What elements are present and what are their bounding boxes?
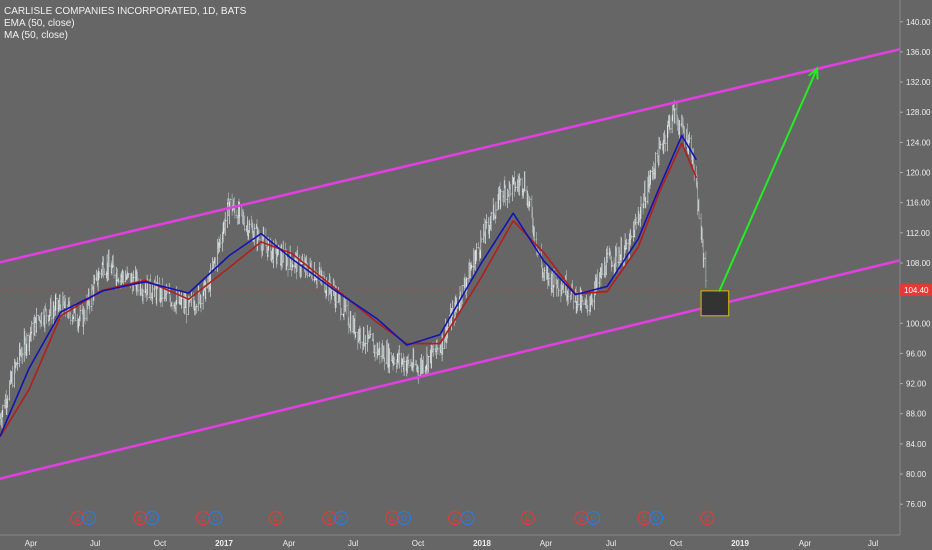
channel-lower-line	[0, 257, 908, 480]
dividend-marker-label: D	[401, 514, 407, 523]
x-axis[interactable]: Apr Jul Oct 2017 Apr Jul Oct 2018 Apr Jul Oct 2019 A…	[0, 534, 932, 550]
y-tick-label: 76.00	[906, 500, 927, 509]
earnings-marker-ring	[70, 510, 85, 526]
dividend-marker-ring	[334, 510, 349, 526]
y-tick-label: 108.00	[906, 259, 931, 268]
earnings-marker-ring	[385, 510, 400, 526]
dividend-marker-label: D	[338, 514, 344, 523]
x-tick-label: Oct	[670, 539, 683, 548]
x-tick-label: Oct	[154, 539, 167, 548]
x-tick-label: 2019	[731, 539, 749, 548]
earnings-marker-label: E	[75, 514, 80, 523]
dividend-marker-label: D	[590, 514, 596, 523]
earnings-marker-ring	[700, 510, 715, 526]
x-tick-label: Apr	[799, 539, 812, 548]
highlight-box	[700, 290, 730, 317]
ma-layer	[0, 142, 698, 438]
y-tick-label: 136.00	[906, 48, 931, 57]
dividend-marker-ring	[397, 510, 412, 526]
ema-legend-label[interactable]: EMA (50, close)	[4, 18, 75, 29]
earnings-marker-label: E	[200, 514, 205, 523]
earnings-marker-ring	[268, 510, 283, 526]
chart-legend: CARLISLE COMPANIES INCORPORATED, 1D, BAT…	[4, 6, 246, 42]
y-tick-label: 84.00	[906, 440, 927, 449]
x-tick-label: 2017	[215, 539, 233, 548]
earnings-marker-label: E	[390, 514, 395, 523]
ema-layer	[0, 134, 697, 437]
dividend-marker-label: D	[653, 514, 659, 523]
y-tick-label: 88.00	[906, 410, 927, 419]
dividend-marker-label: D	[465, 514, 471, 523]
earnings-marker-ring	[637, 510, 652, 526]
channel-upper-line	[0, 46, 908, 264]
dividend-marker-label: D	[213, 514, 219, 523]
y-axis[interactable]: 76.00 80.00 84.00 88.00 92.00 96.00 100.00 104.…	[899, 0, 932, 550]
y-tick-label: 140.00	[906, 18, 931, 27]
y-tick-label: 128.00	[906, 108, 931, 117]
x-tick-label: Apr	[283, 539, 296, 548]
price-bars-layer	[0, 99, 707, 429]
earnings-marker-label: E	[273, 514, 278, 523]
y-tick-label: 100.00	[906, 319, 931, 328]
earnings-marker-label: E	[579, 514, 584, 523]
dividend-marker-label: D	[149, 514, 155, 523]
dividend-marker-ring	[586, 510, 601, 526]
ema-line	[0, 134, 697, 437]
earnings-marker-ring	[133, 510, 148, 526]
dividend-marker-ring	[81, 510, 97, 526]
earnings-marker-ring	[448, 510, 463, 526]
x-tick-label: Jul	[348, 539, 358, 548]
y-tick-label: 124.00	[906, 138, 931, 147]
y-tick-label: 132.00	[906, 78, 931, 87]
projection-arrow-head	[808, 66, 819, 80]
earnings-marker-label: E	[705, 514, 710, 523]
earnings-marker-ring	[322, 510, 337, 526]
earnings-marker-label: E	[453, 514, 458, 523]
x-tick-label: 2018	[473, 539, 491, 548]
y-tick-label: 96.00	[906, 349, 927, 358]
last-price-label: 104.40	[904, 286, 929, 295]
ma-legend-label[interactable]: MA (50, close)	[4, 30, 68, 41]
y-tick-label: 116.00	[906, 199, 930, 208]
earnings-marker-ring	[196, 510, 211, 526]
earnings-marker-label: E	[327, 514, 332, 523]
earnings-marker-ring	[574, 510, 589, 526]
x-tick-label: Jul	[868, 539, 878, 548]
y-tick-label: 112.00	[906, 229, 930, 238]
x-axis-background	[0, 535, 932, 550]
ma-line	[0, 142, 698, 438]
y-tick-label: 92.00	[906, 380, 927, 389]
x-tick-label: Oct	[412, 539, 425, 548]
earnings-marker-label: E	[138, 514, 143, 523]
x-tick-label: Apr	[25, 539, 38, 548]
x-tick-label: Jul	[90, 539, 100, 548]
dividend-marker-label: D	[86, 514, 92, 523]
x-tick-label: Jul	[606, 539, 616, 548]
channel-layer[interactable]	[0, 46, 908, 480]
y-tick-label: 80.00	[906, 470, 927, 479]
chart-title[interactable]: CARLISLE COMPANIES INCORPORATED, 1D, BAT…	[4, 6, 247, 17]
dividend-marker-ring	[144, 510, 160, 526]
x-tick-label: Apr	[540, 539, 553, 548]
last-price-tag	[900, 284, 932, 297]
y-axis-background	[900, 0, 932, 550]
earnings-marker-label: E	[525, 514, 530, 523]
box-layer[interactable]	[700, 290, 730, 317]
y-tick-label: 120.00	[906, 169, 931, 178]
dividend-marker-ring	[208, 510, 223, 526]
dividend-marker-ring	[649, 510, 664, 526]
earnings-marker-label: E	[642, 514, 647, 523]
projection-arrow	[718, 68, 819, 293]
earnings-marker-ring	[520, 510, 535, 526]
arrow-layer[interactable]	[718, 66, 819, 293]
dividend-marker-ring	[460, 510, 475, 526]
